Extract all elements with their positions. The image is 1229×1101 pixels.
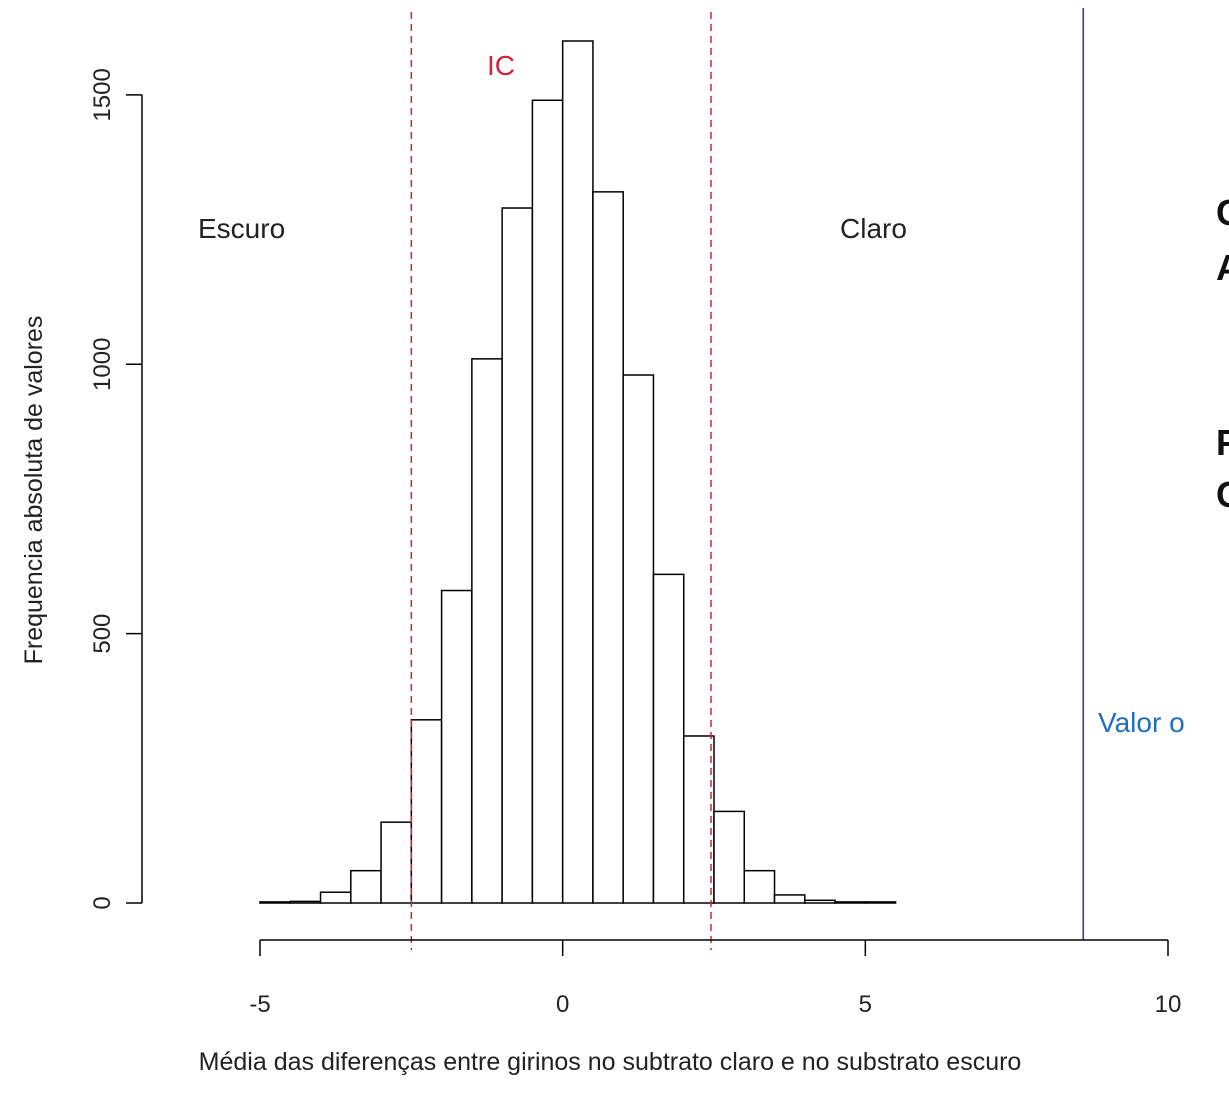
histogram-bar: [410, 719, 443, 904]
histogram-bar: [713, 810, 746, 904]
region-label-escuro: Escuro: [198, 213, 285, 244]
side-text-line3: F: [1216, 422, 1229, 463]
histogram-bar: [652, 573, 685, 904]
histogram-bar: [864, 901, 897, 904]
histogram-bars: [259, 40, 897, 904]
histogram-bar: [319, 891, 352, 904]
histogram-bar: [682, 735, 715, 904]
region-label-claro: Claro: [840, 213, 907, 244]
x-tick-label: 10: [1155, 991, 1182, 1018]
side-text-line2: A: [1216, 247, 1229, 288]
histogram-bar: [743, 869, 776, 904]
histogram-bar: [622, 374, 655, 904]
y-tick-label: 1000: [89, 338, 116, 391]
y-axis: 0 500 1000 1500: [89, 68, 143, 910]
histogram-bar: [259, 901, 292, 904]
histogram-bar: [289, 900, 322, 904]
x-axis: -5 0 5 10: [249, 939, 1182, 1018]
observed-value-label: Valor o: [1098, 707, 1185, 738]
histogram-bar: [471, 358, 503, 904]
histogram-bar: [531, 99, 564, 904]
y-tick-label: 0: [89, 896, 116, 909]
confidence-interval-lines: [410, 12, 712, 950]
histogram-bar: [440, 589, 473, 904]
histogram-bar: [561, 40, 594, 904]
side-text-line4: C: [1216, 474, 1229, 515]
x-tick-label: -5: [249, 991, 270, 1018]
histogram-bar: [501, 207, 534, 904]
x-tick-label: 5: [859, 991, 872, 1018]
histogram-bar: [773, 894, 806, 904]
histogram-bar: [804, 899, 836, 904]
histogram-bar: [380, 821, 413, 904]
y-tick-label: 1500: [89, 68, 116, 121]
y-tick-label: 500: [89, 614, 116, 654]
x-tick-label: 0: [556, 991, 569, 1018]
y-axis-title: Frequencia absoluta de valores: [20, 316, 48, 665]
side-text-line1: C: [1216, 192, 1229, 233]
ic-label: IC: [487, 50, 515, 81]
histogram-bar: [592, 191, 624, 904]
x-axis-title: Média das diferenças entre girinos no su…: [199, 1048, 1022, 1076]
histogram-bar: [350, 869, 382, 904]
histogram-bar: [834, 901, 867, 904]
